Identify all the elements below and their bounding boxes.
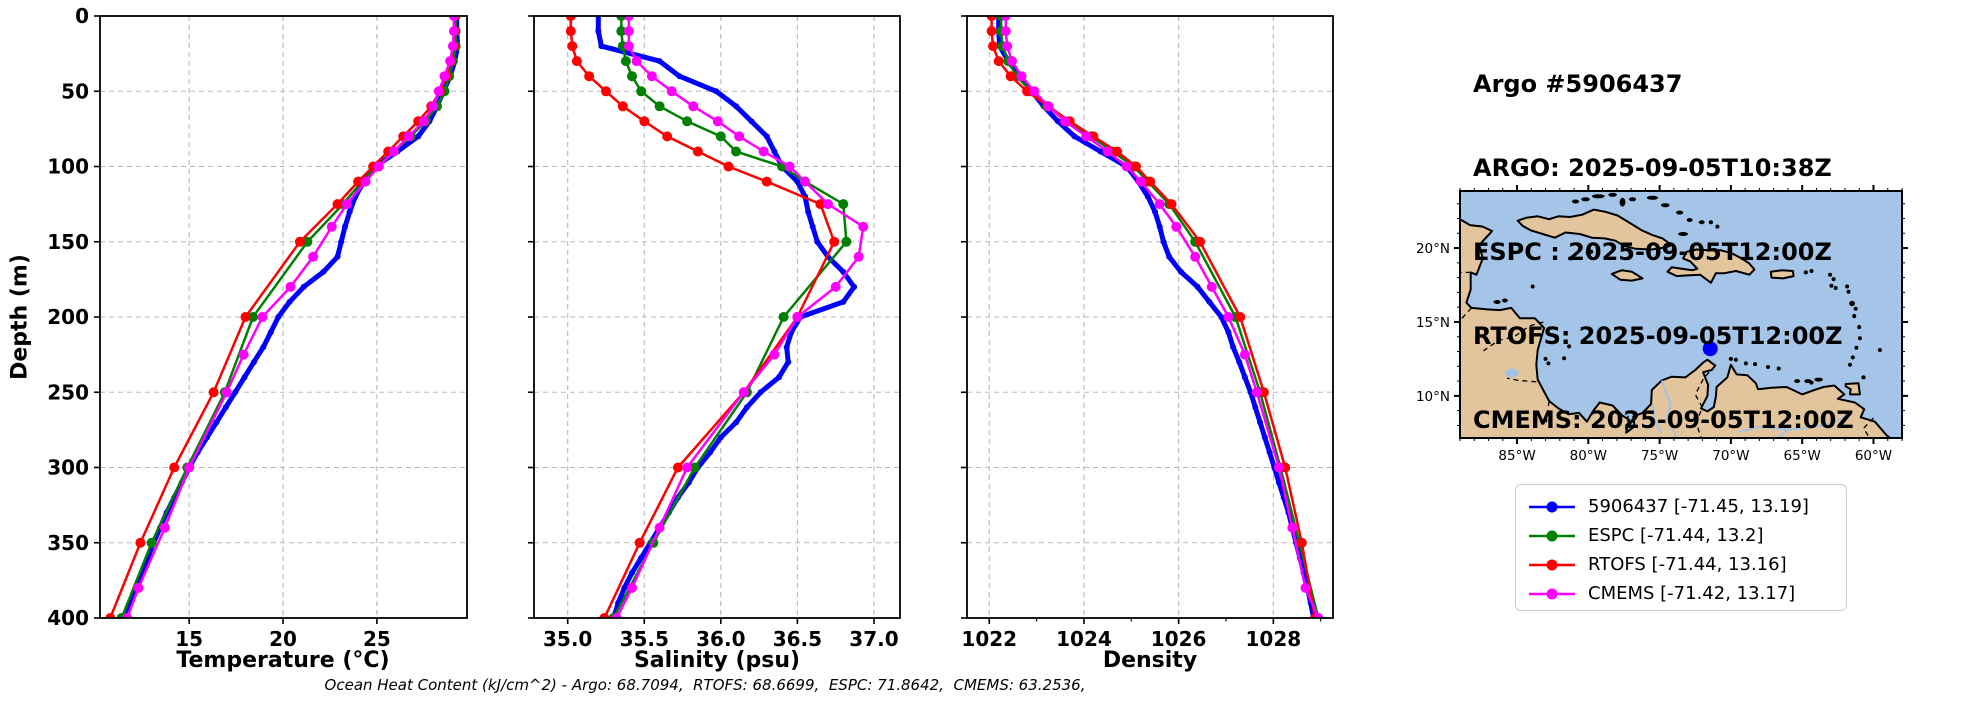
legend-entry-cmems: CMEMS [-71.42, 13.17]: [1528, 579, 1846, 608]
map-lon-labels: 85°W 80°W 75°W 70°W 65°W 60°W: [1498, 448, 1892, 464]
legend-entry-espc: ESPC [-71.44, 13.2]: [1528, 521, 1846, 550]
land-hispaniola: [1666, 248, 1756, 284]
legend-line-sample: [1529, 559, 1575, 570]
gridlines: [534, 16, 900, 618]
x-ticks: [566, 618, 875, 624]
svg-text:80°W: 80°W: [1570, 448, 1607, 464]
depth-ticks: [94, 15, 100, 619]
legend-label: ESPC [-71.44, 13.2]: [1588, 525, 1764, 546]
svg-text:65°W: 65°W: [1784, 448, 1821, 464]
legend-line-sample: [1529, 588, 1575, 599]
legend-box: 5906437 [-71.45, 13.19] ESPC [-71.44, 13.…: [1515, 484, 1847, 611]
country-borders: [1460, 271, 1874, 438]
svg-text:10°N: 10°N: [1416, 389, 1450, 405]
x-ticks: [988, 618, 1322, 624]
rivers: [1651, 380, 1852, 438]
cmems-timestamp: CMEMS: 2025-09-05T12:00Z: [1473, 406, 1854, 434]
espc-temperature-line: [120, 16, 457, 618]
legend-label: RTOFS [-71.44, 13.16]: [1588, 554, 1787, 575]
density-panel: 1022 1024 1026 1028: [961, 15, 1334, 651]
espc-timestamp: ESPC : 2025-09-05T12:00Z: [1473, 238, 1832, 266]
x-tick-labels: 15 20 25: [175, 627, 391, 651]
svg-text:50: 50: [61, 79, 89, 103]
legend-line-sample: [1529, 501, 1575, 512]
x-tick-labels: 35.0 35.5 36.0 36.5 37.0: [543, 627, 899, 651]
small-islands: [1493, 192, 1882, 385]
lake-nicaragua: [1505, 368, 1519, 378]
svg-text:150: 150: [47, 230, 89, 254]
salinity-axis-title: Salinity (psu): [633, 648, 801, 673]
legend-label: CMEMS [-71.42, 13.17]: [1588, 583, 1796, 604]
depth-tick-labels: 0 50 100 150 200 250 300 350 400: [47, 4, 89, 630]
legend-label: 5906437 [-71.45, 13.19]: [1588, 496, 1809, 517]
svg-text:350: 350: [47, 531, 89, 555]
svg-text:37.0: 37.0: [849, 627, 898, 651]
x-tick-labels: 1022 1024 1026 1028: [961, 627, 1301, 651]
land-puerto-rico: [1769, 269, 1795, 280]
land-mainland: [1460, 218, 1892, 438]
svg-text:70°W: 70°W: [1712, 448, 1749, 464]
header-info: Argo #5906437 ARGO: 2025-09-05T10:38Z ES…: [1473, 14, 1854, 490]
svg-text:200: 200: [47, 305, 89, 329]
svg-text:15: 15: [175, 627, 203, 651]
cmems-temperature-markers: [122, 16, 459, 618]
svg-text:85°W: 85°W: [1498, 448, 1535, 464]
density-axis-title: Density: [1102, 648, 1198, 673]
svg-text:20: 20: [269, 627, 297, 651]
svg-text:400: 400: [47, 606, 89, 630]
legend-entry-argo: 5906437 [-71.45, 13.19]: [1528, 492, 1846, 521]
svg-text:1022: 1022: [961, 627, 1017, 651]
map-frame: [1459, 190, 1903, 439]
svg-text:250: 250: [47, 380, 89, 404]
cmems-salinity-markers: [611, 16, 869, 618]
map-lat-labels: 20°N 15°N 10°N: [1416, 241, 1450, 405]
svg-text:36.0: 36.0: [696, 627, 745, 651]
temperature-axis-title: Temperature (°C): [176, 648, 390, 673]
svg-text:35.0: 35.0: [543, 627, 592, 651]
argo-float-id: Argo #5906437: [1473, 70, 1683, 98]
legend-entry-rtofs: RTOFS [-71.44, 13.16]: [1528, 550, 1846, 579]
svg-text:20°N: 20°N: [1416, 241, 1450, 257]
svg-text:15°N: 15°N: [1416, 315, 1450, 331]
svg-text:25: 25: [363, 627, 391, 651]
land-jamaica: [1610, 269, 1644, 282]
svg-text:1026: 1026: [1151, 627, 1207, 651]
svg-text:100: 100: [47, 155, 89, 179]
svg-text:1028: 1028: [1246, 627, 1302, 651]
depth-ticks: [961, 15, 967, 619]
svg-text:60°W: 60°W: [1855, 448, 1892, 464]
map-ticks: [1454, 185, 1908, 444]
svg-text:36.5: 36.5: [773, 627, 822, 651]
gridlines: [967, 16, 1333, 618]
rtofs-timestamp: RTOFS: 2025-09-05T12:00Z: [1473, 322, 1843, 350]
cmems-density-markers: [1000, 16, 1324, 618]
land-trinidad: [1844, 382, 1861, 396]
svg-text:1024: 1024: [1056, 627, 1112, 651]
depth-axis-title: Depth (m): [7, 254, 33, 380]
gridlines: [100, 16, 467, 618]
caribbean-map: 85°W 80°W 75°W 70°W 65°W 60°W 20°N 15°N 10°N: [1416, 185, 1908, 464]
ocean-heat-content-caption: Ocean Heat Content (kJ/cm^2) - Argo: 68.…: [324, 676, 1086, 694]
argo-timestamp: ARGO: 2025-09-05T10:38Z: [1473, 154, 1832, 182]
svg-text:35.5: 35.5: [620, 627, 669, 651]
land-cuba: [1516, 208, 1673, 251]
rtofs-density-markers: [986, 16, 1320, 618]
depth-ticks: [528, 15, 534, 619]
svg-text:300: 300: [47, 456, 89, 480]
x-ticks: [188, 618, 378, 624]
legend-line-sample: [1529, 530, 1575, 541]
svg-text:0: 0: [75, 4, 89, 28]
float-position-marker: [1702, 341, 1718, 357]
svg-text:75°W: 75°W: [1641, 448, 1678, 464]
salinity-panel: 35.0 35.5 36.0 36.5 37.0: [528, 15, 901, 651]
